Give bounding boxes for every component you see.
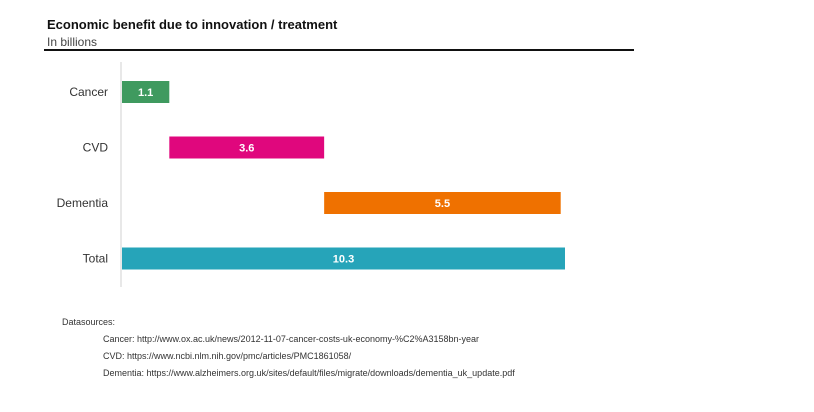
bar-dementia	[324, 192, 561, 214]
data-label-total: 10.3	[333, 254, 354, 266]
category-label-cvd: CVD	[83, 141, 109, 155]
datasources-heading: Datasources:	[62, 317, 116, 327]
source-dementia: Dementia: https://www.alzheimers.org.uk/…	[103, 368, 515, 378]
data-label-cvd: 3.6	[239, 143, 254, 155]
chart-title: Economic benefit due to innovation / tre…	[47, 17, 338, 32]
category-label-dementia: Dementia	[57, 196, 109, 210]
bar-chart: Cancer 1.1 CVD 3.6 Dementia 5.5 Total 10.3	[57, 62, 565, 287]
source-cvd: CVD: https://www.ncbi.nlm.nih.gov/pmc/ar…	[103, 351, 352, 361]
bar-total	[122, 247, 565, 270]
chart-subtitle: In billions	[47, 35, 98, 49]
category-label-cancer: Cancer	[69, 85, 108, 99]
data-label-cancer: 1.1	[138, 87, 153, 99]
bar-cvd	[169, 136, 325, 159]
category-label-total: Total	[83, 252, 108, 266]
source-cancer: Cancer: http://www.ox.ac.uk/news/2012-11…	[103, 334, 480, 344]
title-divider	[44, 49, 634, 51]
data-label-dementia: 5.5	[435, 198, 450, 210]
bar-cancer	[122, 81, 170, 103]
